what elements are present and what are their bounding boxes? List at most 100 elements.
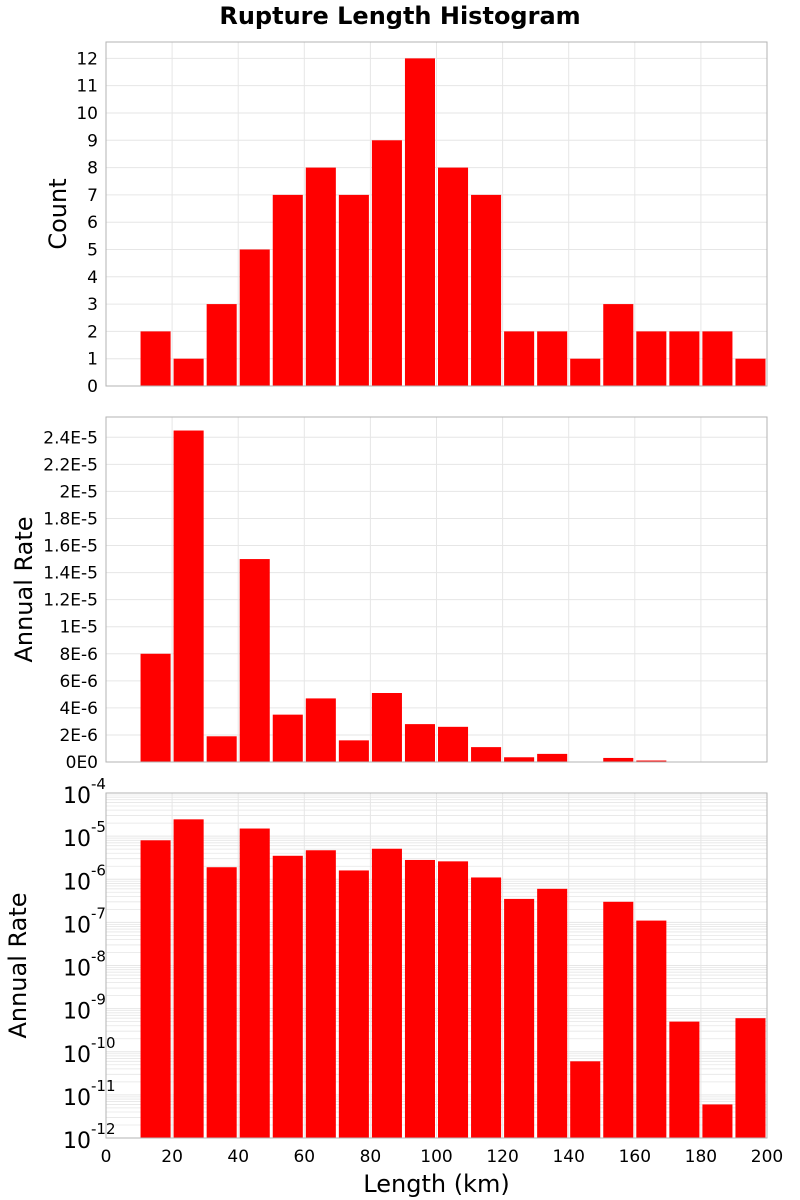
y-tick-label: 1.2E-5 [43, 591, 98, 611]
bar [206, 867, 237, 1138]
x-tick-label: 100 [420, 1147, 452, 1167]
y-tick-label: 1.4E-5 [43, 564, 98, 584]
y-tick-label: 10-8 [63, 948, 106, 982]
bar [636, 331, 667, 386]
y-tick-label: 4 [87, 268, 98, 288]
bar [537, 331, 568, 386]
chart-title: Rupture Length Histogram [219, 2, 581, 30]
gridlines [106, 792, 767, 1139]
bar [636, 760, 667, 762]
bar [173, 430, 204, 762]
y-tick-label: 1E-5 [59, 618, 98, 638]
y-tick-label: 2 [87, 322, 98, 342]
y-tick-label: 10-7 [63, 904, 106, 938]
bar [239, 828, 270, 1138]
y-tick-label: 7 [87, 186, 98, 206]
bar [702, 1104, 733, 1138]
bar [735, 358, 766, 386]
x-tick-label: 80 [360, 1147, 382, 1167]
bar [239, 249, 270, 386]
gridlines [106, 42, 767, 387]
bars [140, 819, 766, 1138]
bar [570, 1061, 601, 1138]
y-tick-label: 6 [87, 213, 98, 233]
x-tick-label: 140 [552, 1147, 584, 1167]
y-tick-label: 11 [76, 77, 98, 97]
x-axis-label: Length (km) [363, 1170, 509, 1198]
y-axis-label: Count [44, 178, 72, 249]
bar [140, 331, 171, 386]
bar [272, 714, 303, 762]
bar [471, 194, 502, 386]
bar [305, 850, 336, 1138]
bar [272, 855, 303, 1138]
y-tick-label: 10-4 [63, 775, 106, 809]
bar [570, 358, 601, 386]
bar [272, 194, 303, 386]
bar [471, 877, 502, 1138]
x-tick-label: 160 [619, 1147, 651, 1167]
y-tick-label: 2.2E-5 [43, 455, 98, 475]
y-tick-label: 1.6E-5 [43, 537, 98, 557]
chart-panel-2: 0E0 2E-6 4E-6 6E-6 8E-6 1E-5 1.2E-5 1.4E-5 1.6E-… [10, 416, 768, 773]
y-axis-label: Annual Rate [10, 516, 38, 662]
y-tick-label: 2E-6 [59, 726, 98, 746]
bars [140, 430, 766, 762]
bar [471, 747, 502, 762]
bar [206, 736, 237, 762]
x-tick-label: 180 [685, 1147, 717, 1167]
y-tick-label: 6E-6 [59, 672, 98, 692]
bar [404, 58, 435, 386]
y-tick-label: 10-9 [63, 991, 106, 1025]
y-tick-label: 12 [76, 49, 98, 69]
bar [371, 848, 402, 1138]
x-tick-label: 0 [101, 1147, 112, 1167]
y-tick-label: 2.4E-5 [43, 428, 98, 448]
bar [305, 698, 336, 762]
y-tick-label: 0 [87, 377, 98, 397]
bar [603, 901, 634, 1138]
y-tick-label: 10-6 [63, 861, 106, 895]
bar [537, 888, 568, 1138]
y-tick-label: 4E-6 [59, 699, 98, 719]
x-tick-label: 40 [227, 1147, 249, 1167]
y-tick-label: 2E-5 [59, 482, 98, 502]
x-tick-label: 200 [751, 1147, 783, 1167]
y-tick-label: 10-5 [63, 818, 106, 852]
bar [173, 819, 204, 1138]
bar [338, 870, 369, 1138]
y-tick-label: 10 [76, 104, 98, 124]
gridlines [106, 417, 767, 763]
bar [371, 693, 402, 762]
plot-frame [105, 792, 768, 1139]
bar [504, 331, 535, 386]
bar [173, 358, 204, 386]
bar [537, 753, 568, 762]
bar [438, 726, 469, 762]
bar [504, 898, 535, 1138]
bar [404, 724, 435, 762]
x-tick-label: 20 [161, 1147, 183, 1167]
chart-panel-3: 10-12 10-11 10-10 10-9 10-8 10-7 10-6 10-5 10-4 A… [4, 775, 783, 1198]
y-tick-labels: 0E0 2E-6 4E-6 6E-6 8E-6 1E-5 1.2E-5 1.4E-5 1.6E-… [43, 428, 98, 773]
bar [603, 304, 634, 386]
plot-frame [105, 416, 768, 763]
bar [504, 757, 535, 762]
bar [305, 167, 336, 386]
bar [636, 920, 667, 1138]
y-tick-label: 3 [87, 295, 98, 315]
y-tick-labels: 10-12 10-11 10-10 10-9 10-8 10-7 10-6 10-5 10-4 [63, 775, 116, 1154]
bar [702, 331, 733, 386]
bar [438, 861, 469, 1138]
bars [140, 58, 766, 386]
x-tick-label: 60 [293, 1147, 315, 1167]
bar [669, 1021, 700, 1138]
bar [438, 167, 469, 386]
bar [140, 653, 171, 762]
bar [603, 757, 634, 762]
bar [371, 140, 402, 386]
x-tick-label: 120 [486, 1147, 518, 1167]
y-tick-label: 10-11 [63, 1077, 116, 1111]
